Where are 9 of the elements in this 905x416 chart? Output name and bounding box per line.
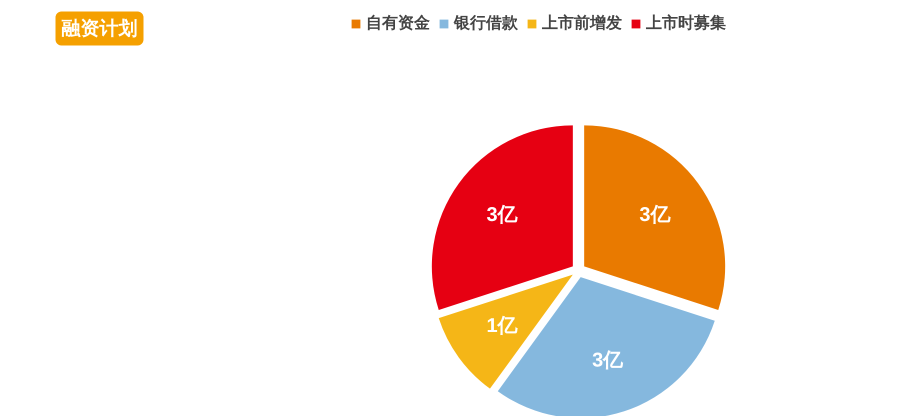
legend-label: 上市时募集	[646, 13, 726, 34]
data-label: 1亿	[486, 315, 519, 337]
data-label: 3亿	[639, 204, 672, 226]
legend-label: 自有资金	[366, 13, 430, 34]
data-label: 3亿	[592, 349, 624, 372]
legend-label: 银行借款	[454, 13, 518, 34]
legend-label: 上市前增发	[542, 13, 622, 34]
data-label: 3亿	[486, 204, 519, 226]
text: 融资计划	[62, 18, 138, 40]
